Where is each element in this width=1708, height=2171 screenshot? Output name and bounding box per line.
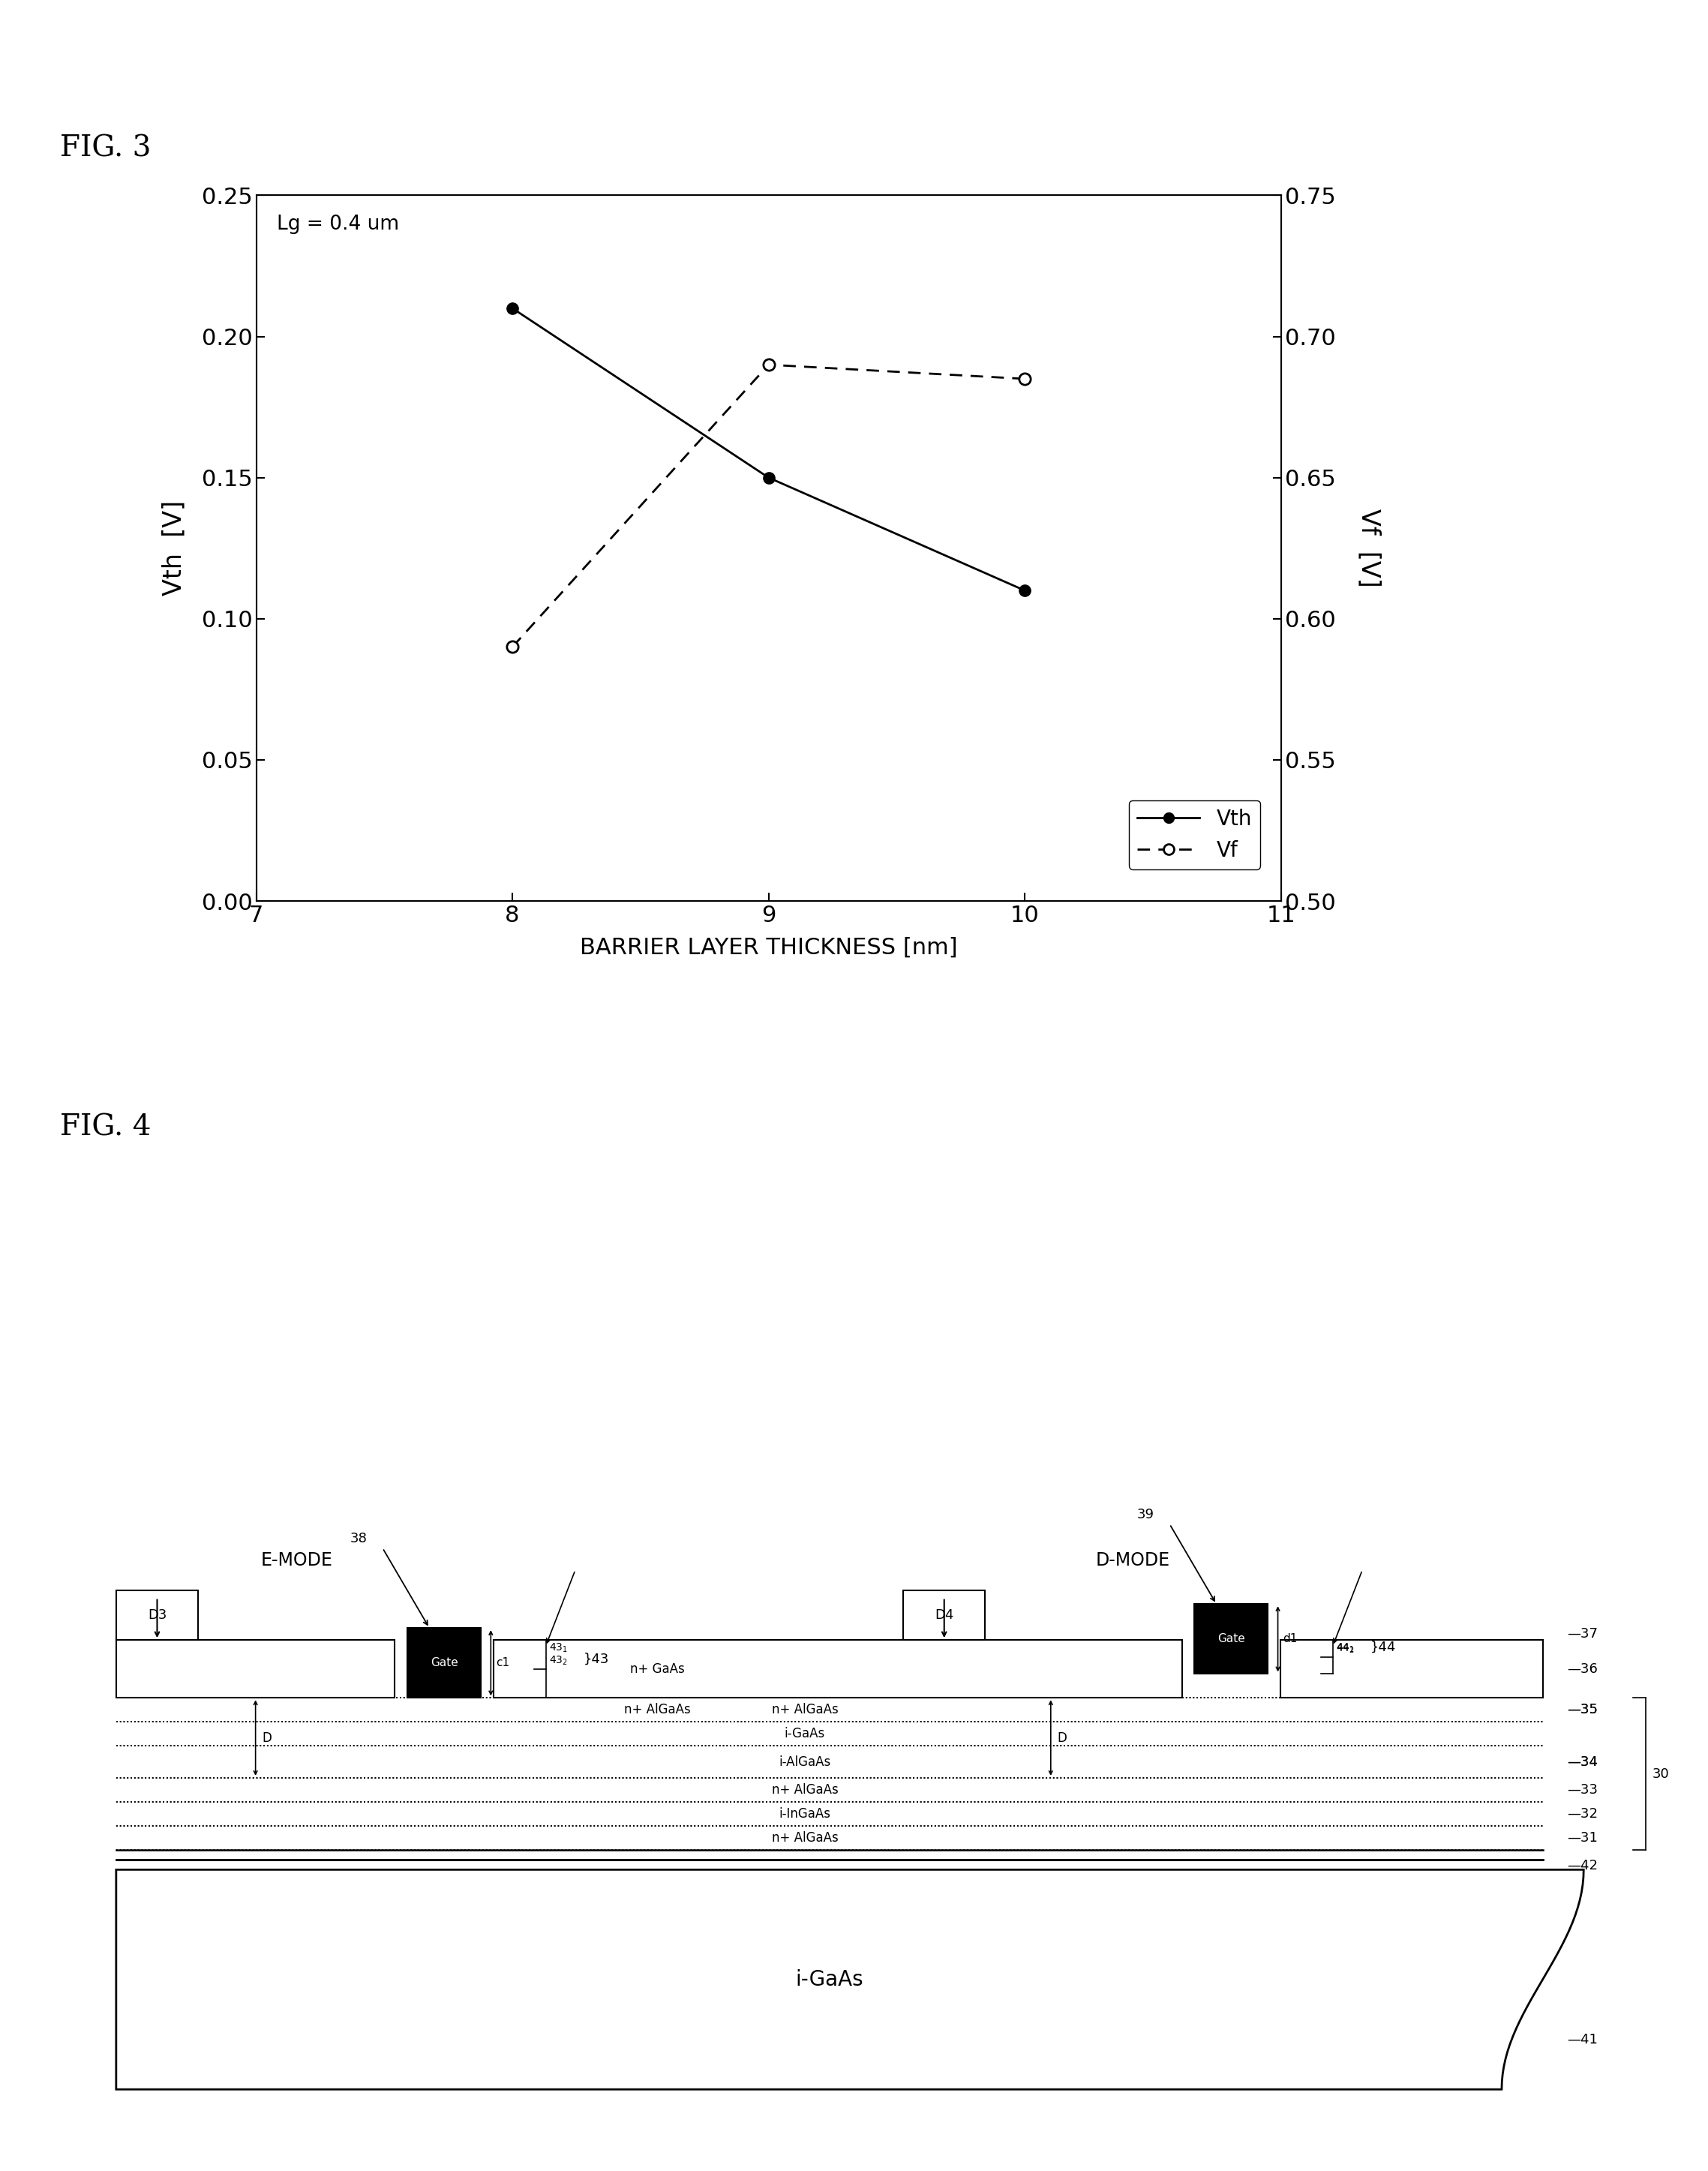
Text: 43$_1$: 43$_1$ [548,1641,567,1654]
Text: —41: —41 [1568,2032,1599,2047]
Text: —31: —31 [1568,1830,1599,1845]
Legend: Vth, Vf: Vth, Vf [1129,801,1261,868]
Bar [116,1639,395,1698]
Text: —34: —34 [1568,1754,1599,1769]
Text: Lg = 0.4 um: Lg = 0.4 um [277,215,400,234]
Text: 44$_1$: 44$_1$ [1336,1641,1354,1654]
Text: —42: —42 [1568,1858,1599,1871]
Text: 43$_2$: 43$_2$ [548,1654,567,1667]
Polygon shape [116,1869,1583,2089]
Text: Gate: Gate [1218,1633,1245,1646]
Bar [1281,1639,1542,1698]
Text: i-GaAs: i-GaAs [784,1728,825,1741]
Bar [904,1589,986,1639]
Text: D-MODE: D-MODE [1095,1550,1170,1570]
Text: D4: D4 [934,1609,953,1622]
Text: i-InGaAs: i-InGaAs [779,1806,830,1821]
Text: 39: 39 [1138,1507,1155,1522]
Text: D3: D3 [147,1609,167,1622]
Text: }43: }43 [584,1652,610,1665]
Text: Gate: Gate [430,1656,458,1669]
Bar [1194,1604,1267,1674]
Text: D: D [1057,1730,1068,1745]
Text: E-MODE: E-MODE [261,1550,333,1570]
Y-axis label: Vf  [V]: Vf [V] [1356,508,1382,588]
Y-axis label: Vth  [V]: Vth [V] [161,502,186,595]
Text: n+ AlGaAs: n+ AlGaAs [623,1702,690,1717]
Text: c1: c1 [495,1656,509,1669]
Text: 30: 30 [1653,1767,1670,1780]
Text: 38: 38 [350,1531,367,1546]
Text: —35: —35 [1568,1702,1599,1717]
Text: —32: —32 [1568,1806,1599,1821]
Text: 44$_2$: 44$_2$ [1336,1643,1354,1654]
Text: —37: —37 [1568,1628,1599,1641]
Text: FIG. 4: FIG. 4 [60,1114,150,1142]
Bar [494,1639,1182,1698]
Text: i-AlGaAs: i-AlGaAs [779,1754,830,1769]
Text: n+ AlGaAs: n+ AlGaAs [772,1782,839,1798]
Text: D: D [261,1730,272,1745]
Text: n+ GaAs: n+ GaAs [630,1663,685,1676]
X-axis label: BARRIER LAYER THICKNESS [nm]: BARRIER LAYER THICKNESS [nm] [579,936,958,960]
Text: n+ AlGaAs: n+ AlGaAs [772,1830,839,1845]
Text: n+ AlGaAs: n+ AlGaAs [772,1702,839,1717]
Text: —36: —36 [1568,1663,1599,1676]
Text: —34: —34 [1568,1754,1599,1769]
Text: d1: d1 [1283,1633,1298,1646]
Text: —33: —33 [1568,1782,1599,1798]
Text: —35: —35 [1568,1702,1599,1717]
Text: FIG. 3: FIG. 3 [60,135,150,163]
Bar [116,1589,198,1639]
Text: i-GaAs: i-GaAs [796,1969,864,1991]
Text: }44: }44 [1370,1641,1395,1654]
Bar [407,1628,482,1698]
